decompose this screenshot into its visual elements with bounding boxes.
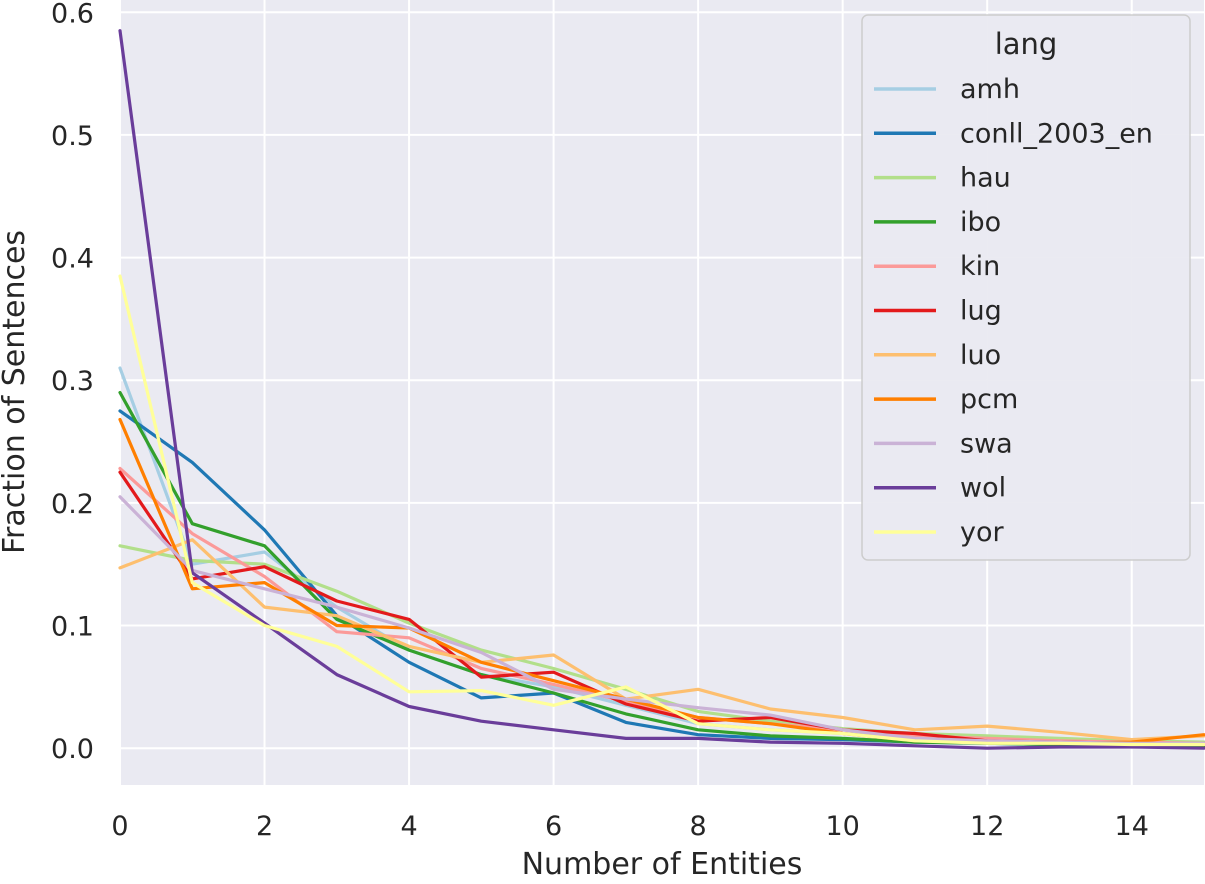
series-line-yor (118, 274, 1205, 747)
legend-item-amh: amh (874, 74, 1020, 105)
legend-item-conll_2003_en: conll_2003_en (874, 118, 1153, 149)
x-tick-label: 12 (970, 811, 1004, 842)
legend-label: amh (960, 74, 1020, 105)
y-tick-label: 0.2 (51, 489, 94, 520)
legend-item-pcm: pcm (874, 384, 1018, 415)
x-axis-ticks: 0 2 4 6 8 10 12 14 (111, 811, 1149, 842)
x-tick-label: 6 (545, 811, 562, 842)
x-tick-label: 0 (111, 811, 128, 842)
y-tick-label: 0.3 (51, 366, 94, 397)
y-axis-label: Fraction of Sentences (0, 230, 32, 554)
series-layer (118, 29, 1205, 750)
legend-item-hau: hau (874, 163, 1011, 194)
legend-label: pcm (960, 384, 1018, 415)
x-tick-label: 14 (1115, 811, 1149, 842)
legend-label: ibo (960, 207, 1001, 238)
legend-label: swa (960, 428, 1013, 459)
legend-box (861, 14, 1191, 561)
legend-label: conll_2003_en (960, 118, 1153, 149)
legend-item-wol: wol (874, 473, 1006, 504)
series-line-swa (118, 495, 1205, 745)
legend-label: yor (960, 517, 1004, 548)
y-axis-ticks: 0.0 0.1 0.2 0.3 0.4 0.5 0.6 (51, 0, 94, 765)
y-tick-label: 0.1 (51, 612, 94, 643)
y-tick-label: 0.0 (51, 734, 94, 765)
legend-label: kin (960, 251, 1000, 282)
x-tick-label: 4 (400, 811, 417, 842)
series-line-luo (118, 538, 1205, 742)
y-tick-label: 0.4 (51, 244, 94, 275)
legend-label: wol (960, 473, 1006, 504)
legend-label: lug (960, 296, 1002, 327)
legend-label: hau (960, 163, 1011, 194)
x-axis-label: Number of Entities (522, 847, 803, 882)
legend-item-lug: lug (874, 296, 1002, 327)
legend-item-luo: luo (874, 340, 1001, 371)
legend-item-ibo: ibo (874, 207, 1001, 238)
legend-title: lang (995, 27, 1058, 61)
series-line-wol (118, 29, 1205, 750)
legend-label: luo (960, 340, 1001, 371)
legend-item-yor: yor (874, 517, 1004, 548)
x-tick-label: 10 (825, 811, 859, 842)
y-tick-label: 0.6 (51, 0, 94, 29)
x-tick-label: 2 (256, 811, 273, 842)
x-tick-label: 8 (690, 811, 707, 842)
legend-item-kin: kin (874, 251, 1000, 282)
legend-item-swa: swa (874, 428, 1013, 459)
y-tick-label: 0.5 (51, 121, 94, 152)
series-line-hau (118, 544, 1205, 744)
